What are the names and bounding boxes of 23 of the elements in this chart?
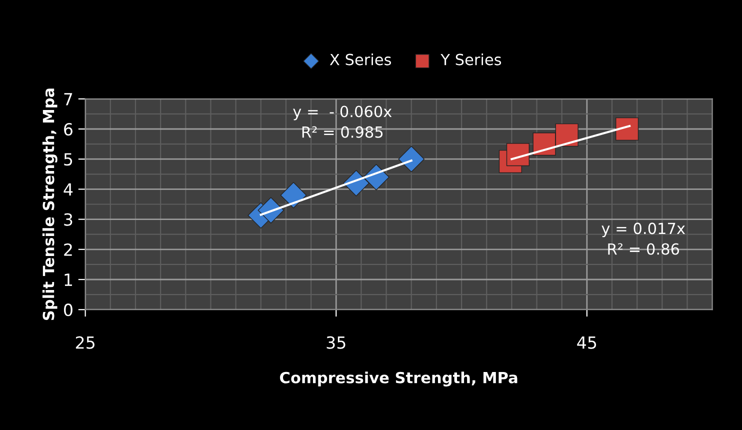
x-tick-label: 25: [76, 336, 94, 349]
x-axis-title: Compressive Strength, MPa: [280, 372, 518, 386]
point: [506, 143, 530, 166]
x-tick-label: 35: [326, 336, 346, 349]
point: [280, 182, 307, 208]
x-tick-label: 45: [577, 336, 596, 349]
y-tick-label: 4: [64, 183, 73, 196]
y-tick-label: 3: [64, 213, 72, 226]
point: [616, 117, 639, 141]
point: [398, 146, 425, 172]
y-axis-title: Split Tensile Strength, Mpa: [42, 88, 58, 320]
y-tick-label: 2: [64, 243, 72, 256]
annotation: y = - 0.060x R² = 0.985: [293, 106, 392, 138]
y-tick-label: 5: [64, 153, 72, 166]
y-tick-label: 1: [64, 274, 72, 286]
y-tick-label: 7: [64, 93, 72, 106]
annotation: y = 0.017x R² = 0.86: [602, 222, 686, 255]
y-tick-label: 6: [64, 122, 72, 136]
legend-label: Y Series: [440, 54, 502, 66]
point: [532, 132, 556, 156]
point: [555, 123, 578, 147]
legend-label: X Series: [330, 54, 392, 66]
y-tick-label: 0: [64, 304, 72, 316]
